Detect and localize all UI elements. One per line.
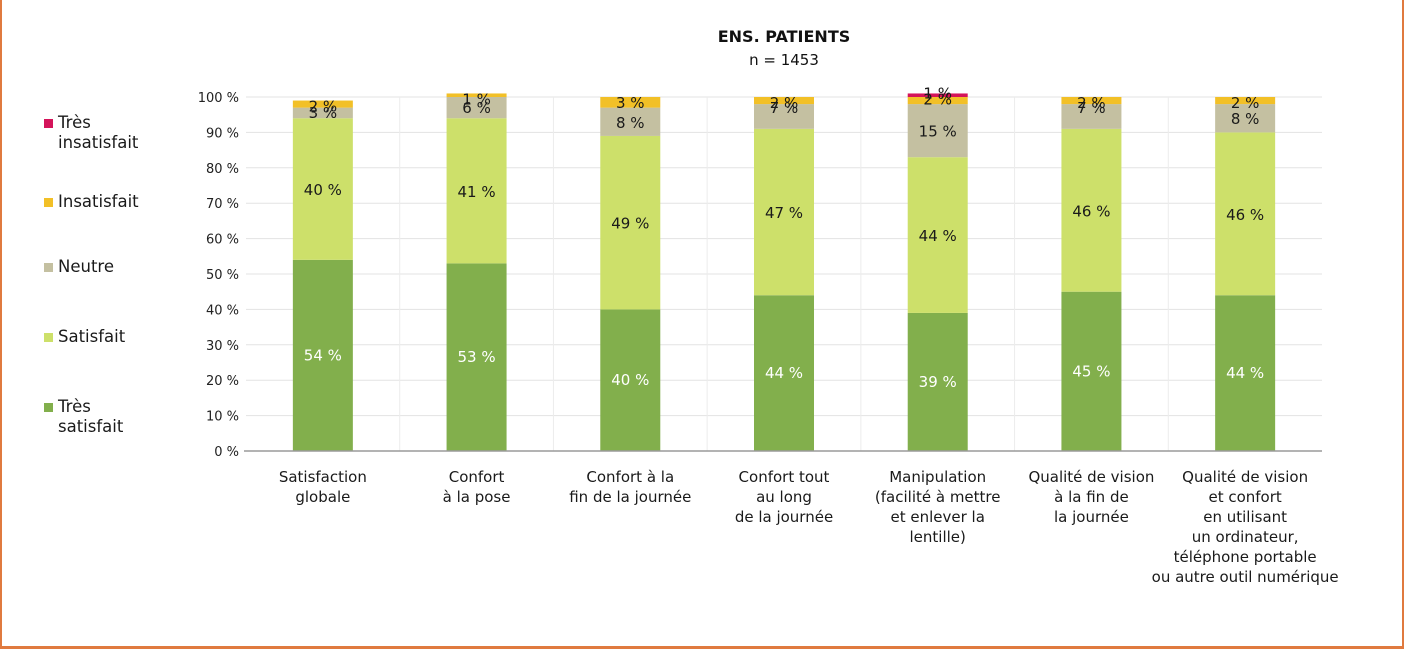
bar-segment — [292, 118, 353, 260]
data-label: 8 % — [616, 114, 645, 132]
data-label: 7 % — [770, 99, 799, 117]
bar-segment — [600, 97, 661, 108]
bar-segment — [907, 157, 968, 313]
data-label: 44 % — [765, 364, 803, 382]
chart-frame: Très insatisfait Insatisfait Neutre Sati… — [0, 0, 1404, 649]
data-label: 54 % — [304, 346, 342, 364]
bar-segment — [754, 97, 814, 105]
data-label: 2 % — [1077, 94, 1106, 112]
x-tick-label: Satisfaction globale — [279, 468, 367, 506]
bar-segment — [600, 135, 661, 310]
data-label: 2 % — [309, 98, 338, 116]
data-label: 53 % — [458, 348, 496, 366]
bar-segment — [600, 309, 661, 451]
legend-swatch-tres-satisfait — [44, 403, 53, 412]
data-label: 46 % — [1072, 202, 1110, 220]
y-tick-label: 30 % — [206, 339, 239, 354]
bar-segment — [292, 107, 353, 119]
x-tick-label: Qualité de vision à la fin de la journée — [1028, 468, 1154, 526]
y-tick-label: 70 % — [206, 197, 239, 212]
bar-segment — [1061, 291, 1122, 451]
axes: 0 % 10 % 20 % 30 % 40 % 50 % 60 % 70 % 80 % 90 % 1… — [198, 91, 1339, 586]
legend-label-tres-insatisfait: Très insatisfait — [58, 113, 139, 152]
data-label: 6 % — [462, 99, 491, 117]
data-label: 41 % — [458, 183, 496, 201]
bar-segment — [292, 100, 353, 108]
bar-segment — [1061, 128, 1122, 292]
chart-subtitle: n = 1453 — [749, 51, 819, 69]
x-tick-label: Confort à la fin de la journée — [569, 468, 691, 506]
bar-segment — [907, 97, 968, 105]
bar-segment — [1061, 104, 1122, 129]
y-tick-label: 40 % — [206, 303, 239, 318]
x-tick-label: Manipulation (facilité à mettre et enlever… — [875, 468, 1001, 546]
bar-segment — [446, 93, 507, 97]
y-tick-label: 80 % — [206, 162, 239, 177]
bar-segment — [1061, 97, 1122, 105]
data-label: 8 % — [1231, 110, 1260, 128]
data-label: 47 % — [765, 204, 803, 222]
y-tick-label: 0 % — [214, 445, 239, 460]
data-label: 40 % — [304, 181, 342, 199]
x-tick-label: Qualité de vision et confort en utilisant u… — [1152, 468, 1339, 586]
data-label: 2 % — [1231, 94, 1260, 112]
y-tick-label: 20 % — [206, 374, 239, 389]
bar-segment — [754, 104, 814, 129]
legend-swatch-tres-insatisfait — [44, 119, 53, 128]
bar-segment — [292, 259, 353, 451]
bar-segment — [907, 93, 968, 97]
data-label: 2 % — [923, 90, 952, 108]
data-label: 44 % — [919, 227, 957, 245]
data-label: 7 % — [1077, 99, 1106, 117]
data-label: 3 % — [309, 104, 338, 122]
bar-segment — [754, 128, 814, 296]
x-tick-label: Confort à la pose — [443, 468, 511, 506]
data-label: 1 % — [923, 84, 952, 102]
legend-swatch-satisfait — [44, 333, 53, 342]
bar-segment — [1215, 132, 1276, 296]
bar-segment — [907, 312, 968, 451]
data-label: 44 % — [1226, 364, 1264, 382]
data-label: 1 % — [462, 90, 491, 108]
data-label: 46 % — [1226, 206, 1264, 224]
bar-segment — [446, 97, 507, 119]
chart-title: ENS. PATIENTS — [718, 27, 851, 46]
bar-segment — [754, 295, 814, 451]
data-label: 40 % — [611, 371, 649, 389]
data-label: 2 % — [770, 94, 799, 112]
data-label: 3 % — [616, 94, 645, 112]
data-label: 45 % — [1072, 362, 1110, 380]
data-label: 15 % — [919, 123, 957, 141]
data-label: 49 % — [611, 215, 649, 233]
legend-label-satisfait: Satisfait — [58, 327, 126, 346]
bar-segment — [1215, 104, 1276, 133]
bar-segment — [600, 107, 661, 136]
legend-label-tres-satisfait: Très satisfait — [58, 397, 124, 436]
legend-label-neutre: Neutre — [58, 257, 114, 276]
legend-swatch-neutre — [44, 263, 53, 272]
x-tick-label: Confort tout au long de la journée — [735, 468, 833, 526]
legend-label-insatisfait: Insatisfait — [58, 192, 139, 211]
y-tick-label: 90 % — [206, 126, 239, 141]
bar-segment — [1215, 295, 1276, 451]
y-tick-label: 60 % — [206, 233, 239, 248]
legend-swatch-insatisfait — [44, 198, 53, 207]
y-tick-label: 100 % — [198, 91, 239, 106]
bar-segment — [446, 263, 507, 451]
bar-segment — [907, 104, 968, 158]
stacked-bar-chart: 54 %40 %3 %2 %53 %41 %6 %1 %40 %49 %8 %3… — [198, 27, 1339, 586]
y-tick-label: 10 % — [206, 410, 239, 425]
bars: 54 %40 %3 %2 %53 %41 %6 %1 %40 %49 %8 %3… — [292, 84, 1276, 451]
y-tick-label: 50 % — [206, 268, 239, 283]
bar-segment — [1215, 97, 1276, 105]
data-label: 39 % — [919, 373, 957, 391]
legend: Très insatisfait Insatisfait Neutre Sati… — [42, 0, 202, 460]
bar-segment — [446, 118, 507, 264]
